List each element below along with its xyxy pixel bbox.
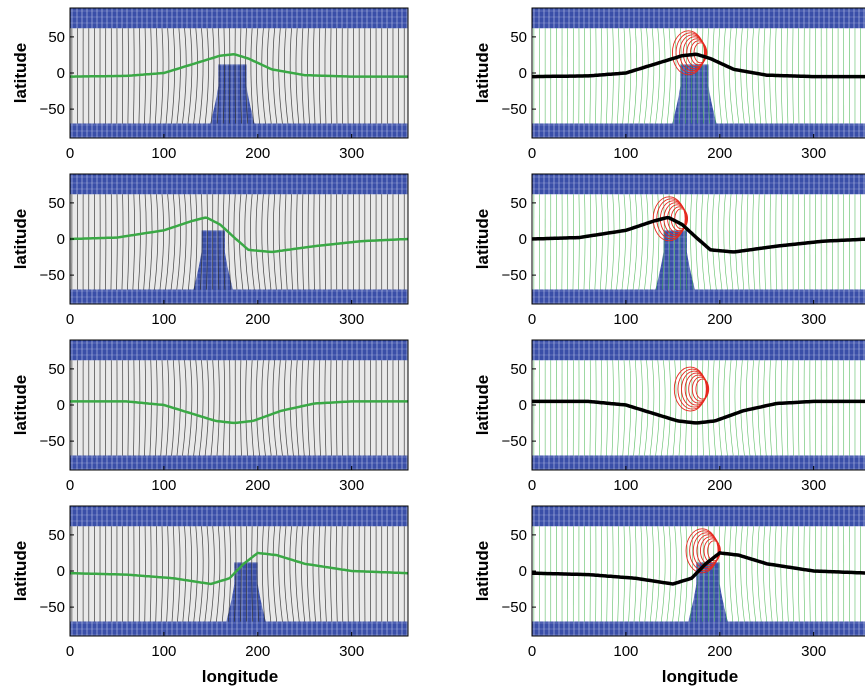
y-axis-label-left-1: latitude xyxy=(11,43,30,103)
closed-field-lines-right-4 xyxy=(685,528,721,574)
y-tick-label-left-4: 0 xyxy=(57,563,65,580)
y-tick-label-right-2: 0 xyxy=(519,231,527,248)
y-tick-label-left-2: 50 xyxy=(48,195,65,212)
y-axis-label-left-2: latitude xyxy=(11,209,30,269)
y-axis-label-left-3: latitude xyxy=(11,375,30,435)
panel-right-2: 0 100 200 300 50 0 −50 latitude xyxy=(473,173,865,328)
y-axis-label-right-2: latitude xyxy=(473,209,492,269)
x-axis-label-left: longitude xyxy=(202,667,278,686)
x-tick-label-left-3: 100 xyxy=(151,477,176,494)
x-tick-label-right-2: 100 xyxy=(613,311,638,328)
x-tick-label-right-3: 0 xyxy=(528,477,536,494)
y-tick-label-left-3: −50 xyxy=(40,433,65,450)
x-tick-label-right-4: 200 xyxy=(707,643,732,660)
panel-left-1: 0 100 200 300 50 0 −50 latitude xyxy=(11,7,409,162)
y-tick-label-left-3: 0 xyxy=(57,397,65,414)
y-tick-label-right-3: 50 xyxy=(510,361,527,378)
x-tick-label-right-2: 0 xyxy=(528,311,536,328)
x-tick-label-right-1: 100 xyxy=(613,145,638,162)
land-right-4 xyxy=(532,526,865,622)
neutral-line-left-2 xyxy=(70,216,408,254)
x-tick-label-right-3: 200 xyxy=(707,477,732,494)
y-tick-label-right-1: 50 xyxy=(510,29,527,46)
panel-left-3: 0 100 200 300 50 0 −50 latitude xyxy=(11,339,409,494)
x-tick-label-left-1: 200 xyxy=(245,145,270,162)
panel-right-1: 0 100 200 300 50 0 −50 latitude xyxy=(473,7,865,162)
y-axis-label-right-3: latitude xyxy=(473,375,492,435)
x-tick-label-right-2: 200 xyxy=(707,311,732,328)
y-tick-label-right-4: −50 xyxy=(502,599,527,616)
land-left-3 xyxy=(70,360,408,456)
y-tick-label-right-4: 0 xyxy=(519,563,527,580)
y-tick-label-left-2: 0 xyxy=(57,231,65,248)
land-right-2 xyxy=(532,194,865,290)
y-tick-label-left-4: 50 xyxy=(48,527,65,544)
y-tick-label-right-1: −50 xyxy=(502,101,527,118)
x-tick-label-right-4: 300 xyxy=(801,643,826,660)
neutral-line-left-4 xyxy=(70,551,408,586)
x-tick-label-right-3: 300 xyxy=(801,477,826,494)
y-tick-label-left-4: −50 xyxy=(40,599,65,616)
neutral-line-left-3 xyxy=(70,400,408,425)
x-tick-label-left-3: 300 xyxy=(339,477,364,494)
y-tick-label-right-2: −50 xyxy=(502,267,527,284)
x-tick-label-left-1: 100 xyxy=(151,145,176,162)
y-axis-label-right-1: latitude xyxy=(473,43,492,103)
panel-left-2: 0 100 200 300 50 0 −50 latitude xyxy=(11,173,409,328)
neutral-line-right-3 xyxy=(532,399,865,425)
y-tick-label-left-1: −50 xyxy=(40,101,65,118)
x-tick-label-right-4: 0 xyxy=(528,643,536,660)
x-tick-label-right-3: 100 xyxy=(613,477,638,494)
x-tick-label-right-2: 300 xyxy=(801,311,826,328)
panels: 0 100 200 300 50 0 −50 latitude 0 100 200 300 50 0 −50… xyxy=(11,7,865,660)
y-tick-label-left-2: −50 xyxy=(40,267,65,284)
x-tick-label-right-1: 0 xyxy=(528,145,536,162)
x-tick-label-left-2: 200 xyxy=(245,311,270,328)
x-tick-label-left-2: 0 xyxy=(66,311,74,328)
neutral-line-right-2 xyxy=(532,215,865,254)
panel-right-3: 0 100 200 300 50 0 −50 latitude xyxy=(473,339,865,494)
neutral-line-left-1 xyxy=(70,53,408,78)
y-axis-label-right-4: latitude xyxy=(473,541,492,601)
panel-left-4: 0 100 200 300 50 0 −50 latitude xyxy=(11,505,409,660)
closed-field-lines-right-3 xyxy=(673,366,710,412)
closed-field-lines-right-1 xyxy=(671,30,708,76)
y-tick-label-right-4: 50 xyxy=(510,527,527,544)
x-tick-label-left-4: 200 xyxy=(245,643,270,660)
panel-right-4: 0 100 200 300 50 0 −50 latitude xyxy=(473,505,865,660)
land-right-3 xyxy=(532,360,865,456)
y-tick-label-right-1: 0 xyxy=(519,65,527,82)
y-tick-label-right-3: 0 xyxy=(519,397,527,414)
x-tick-label-right-1: 300 xyxy=(801,145,826,162)
x-tick-label-left-1: 300 xyxy=(339,145,364,162)
y-tick-label-left-1: 0 xyxy=(57,65,65,82)
x-tick-label-right-4: 100 xyxy=(613,643,638,660)
x-tick-label-left-4: 0 xyxy=(66,643,74,660)
x-tick-label-left-1: 0 xyxy=(66,145,74,162)
x-tick-label-left-4: 300 xyxy=(339,643,364,660)
y-tick-label-right-2: 50 xyxy=(510,195,527,212)
x-tick-label-right-1: 200 xyxy=(707,145,732,162)
x-axis-label-right: longitude xyxy=(662,667,738,686)
neutral-line-right-4 xyxy=(532,551,865,586)
y-axis-label-left-4: latitude xyxy=(11,541,30,601)
neutral-line-right-1 xyxy=(532,52,865,79)
y-tick-label-left-1: 50 xyxy=(48,29,65,46)
x-tick-label-left-4: 100 xyxy=(151,643,176,660)
x-tick-label-left-2: 100 xyxy=(151,311,176,328)
y-tick-label-right-3: −50 xyxy=(502,433,527,450)
x-tick-label-left-3: 0 xyxy=(66,477,74,494)
x-tick-label-left-2: 300 xyxy=(339,311,364,328)
x-tick-label-left-3: 200 xyxy=(245,477,270,494)
y-tick-label-left-3: 50 xyxy=(48,361,65,378)
